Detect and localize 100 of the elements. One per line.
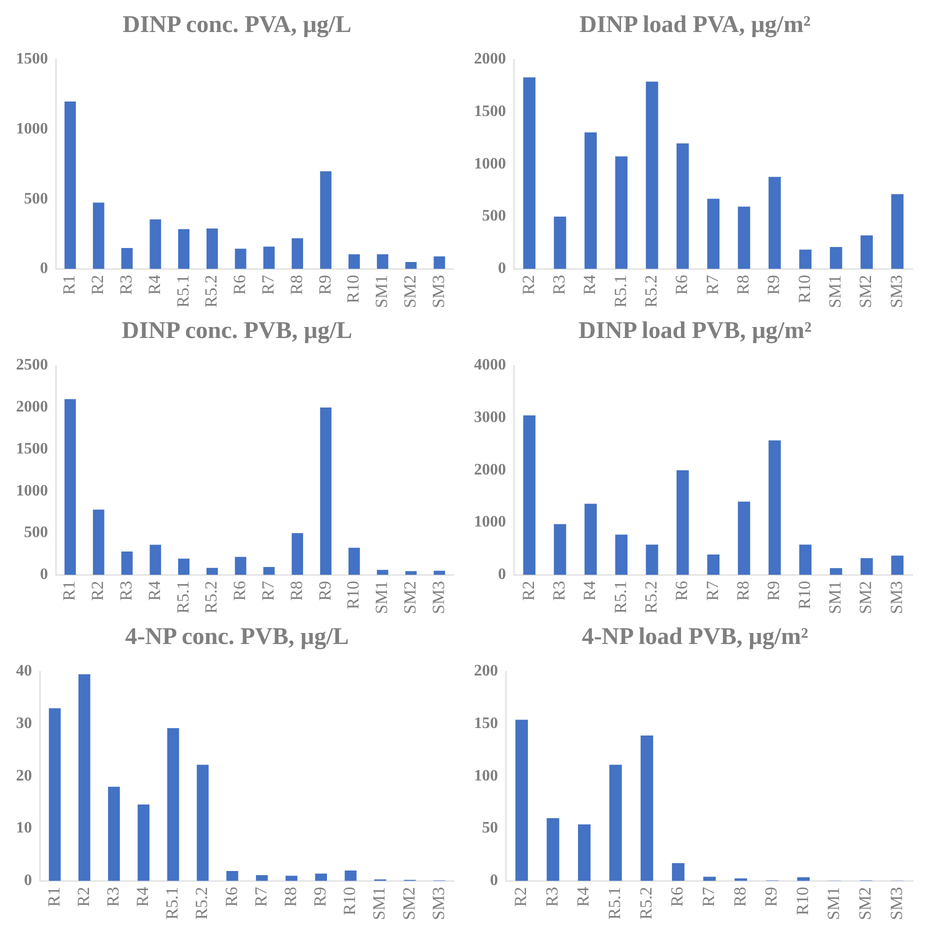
x-tick-label: R6	[668, 886, 687, 907]
y-tick-label: 50	[482, 820, 498, 837]
bar	[584, 132, 597, 269]
x-tick-label: R7	[702, 580, 722, 601]
bar	[263, 246, 275, 269]
bar	[315, 874, 327, 881]
bar	[646, 544, 658, 575]
x-tick-label: R6	[230, 580, 250, 601]
bar	[286, 876, 298, 881]
x-tick-label: R10	[340, 886, 360, 916]
bar	[738, 206, 750, 269]
bar	[121, 551, 133, 575]
bar	[860, 558, 873, 575]
x-tick-label: SM1	[372, 274, 392, 308]
x-tick-label: SM1	[372, 580, 392, 614]
y-tick-label: 2500	[16, 356, 48, 374]
y-tick-label: 500	[482, 208, 506, 225]
bar	[405, 262, 417, 269]
x-tick-label: R8	[280, 886, 300, 907]
x-tick-label: SM3	[428, 886, 448, 920]
bar	[92, 202, 104, 269]
y-tick-label: 30	[16, 715, 32, 732]
y-tick-label: 1000	[16, 482, 48, 500]
x-tick-label: SM2	[400, 580, 420, 614]
y-tick-label: 1500	[474, 103, 506, 120]
x-tick-label: R3	[116, 580, 136, 601]
x-tick-label: R1	[60, 274, 79, 295]
x-tick-label: R8	[733, 580, 752, 601]
bar	[646, 82, 658, 269]
bar	[672, 863, 684, 881]
x-tick-label: R5.2	[192, 886, 212, 920]
bar	[707, 198, 720, 269]
bar	[891, 556, 904, 575]
bar	[92, 510, 104, 575]
x-tick-label: SM1	[824, 886, 844, 920]
x-tick-label: R7	[702, 274, 722, 295]
x-tick-label: R3	[542, 886, 562, 907]
bar	[226, 870, 238, 881]
x-tick-label: R6	[222, 886, 241, 907]
x-tick-label: SM2	[856, 274, 876, 308]
y-tick-label: 100	[474, 767, 498, 784]
x-tick-label: R4	[133, 886, 152, 907]
x-tick-label: R4	[580, 580, 600, 601]
x-tick-label: R9	[764, 274, 784, 295]
x-tick-label: R2	[518, 274, 538, 295]
y-tick-label: 0	[498, 566, 506, 584]
bar	[121, 248, 133, 269]
bar	[344, 870, 357, 881]
x-tick-label: R1	[44, 886, 64, 907]
bar	[546, 818, 560, 881]
bar	[178, 229, 190, 269]
x-tick-label: R10	[794, 274, 814, 304]
bar	[178, 558, 190, 575]
bar	[292, 533, 304, 575]
bar	[320, 171, 332, 269]
bar	[48, 708, 61, 881]
x-tick-label: R6	[230, 274, 250, 295]
bar	[830, 246, 842, 269]
x-tick-label: R3	[549, 274, 568, 295]
x-tick-label: SM1	[370, 886, 389, 920]
x-tick-label: SM2	[400, 274, 420, 308]
y-tick-label: 1500	[16, 50, 48, 68]
y-tick-label: 0	[24, 872, 32, 890]
x-tick-label: R5.2	[202, 274, 221, 308]
bar	[799, 250, 812, 269]
x-tick-label: R5.2	[641, 580, 660, 614]
chart-title: DINP load PVA, µg/m²	[578, 11, 812, 40]
bar	[515, 720, 528, 881]
x-tick-label: R3	[116, 274, 136, 295]
y-tick-label: 0	[498, 260, 506, 278]
x-tick-label: R7	[258, 580, 278, 601]
bar	[405, 571, 417, 575]
y-tick-label: 200	[474, 662, 498, 680]
bar	[206, 228, 218, 269]
x-tick-label: R8	[286, 580, 306, 601]
y-tick-label: 0	[490, 872, 498, 890]
bar	[891, 194, 904, 269]
x-tick-label: SM3	[428, 580, 448, 614]
x-tick-label: R5.1	[605, 886, 624, 920]
y-tick-label: 1000	[474, 155, 506, 172]
x-tick-label: SM2	[856, 580, 876, 614]
x-tick-label: R5.2	[641, 274, 660, 308]
y-tick-label: 500	[24, 190, 48, 208]
bar	[196, 764, 209, 881]
bar	[584, 504, 597, 575]
bar	[206, 568, 218, 575]
y-tick-label: 0	[40, 566, 48, 584]
x-tick-label: R5.2	[636, 886, 656, 920]
x-tick-label: R8	[286, 274, 306, 295]
x-tick-label: R5.1	[162, 886, 182, 920]
x-tick-label: R9	[315, 580, 334, 601]
y-tick-label: 3000	[474, 409, 506, 426]
x-tick-label: SM2	[399, 886, 418, 920]
x-tick-label: SM2	[856, 886, 875, 920]
y-tick-label: 2000	[474, 50, 506, 68]
y-tick-label: 500	[24, 524, 48, 542]
bar	[609, 764, 622, 881]
chart-title: DINP load PVB, µg/m²	[577, 317, 813, 346]
bar	[138, 804, 150, 881]
chart-title: 4-NP load PVB, µg/m²	[580, 623, 810, 652]
